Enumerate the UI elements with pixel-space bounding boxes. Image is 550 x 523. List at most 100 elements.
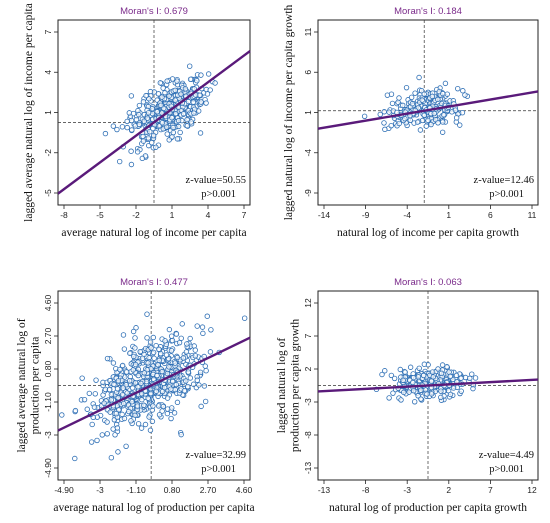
data-point [421, 91, 427, 97]
z-value-annotation: z-value=50.55 [186, 175, 246, 186]
data-point [389, 100, 396, 107]
data-point [168, 415, 174, 422]
y-tick-label: 2.70 [43, 327, 53, 344]
x-tick-label: -8 [60, 210, 68, 220]
data-point [146, 414, 152, 420]
data-point [129, 127, 135, 133]
x-tick-label: 0.80 [164, 485, 181, 495]
data-point [208, 327, 214, 333]
chart-title: Moran's I: 0.184 [394, 6, 462, 17]
y-tick-label: 6 [303, 70, 313, 75]
data-point [178, 335, 184, 341]
data-point [84, 406, 90, 412]
data-point [184, 341, 190, 347]
x-tick-label: -8 [362, 485, 370, 495]
data-point [388, 372, 395, 379]
data-point [173, 331, 180, 337]
data-point [395, 99, 401, 105]
data-point [444, 364, 450, 370]
data-point [136, 102, 143, 109]
p-value-annotation: p>0.001 [201, 189, 236, 200]
data-point [205, 71, 212, 77]
data-point [162, 90, 168, 96]
data-point [438, 388, 444, 394]
data-point [150, 334, 157, 341]
data-point [132, 335, 138, 341]
y-tick-label: -2 [43, 149, 53, 157]
data-point [192, 353, 199, 359]
data-point [212, 80, 218, 86]
data-point [156, 346, 162, 352]
data-point [417, 127, 424, 133]
data-point [172, 87, 178, 93]
data-point [120, 400, 127, 407]
data-point [91, 404, 98, 410]
panel-1: Moran's I: 0.679 -8 -5 -2 1 4 7 7 4 1 -2 -5 average … [23, 3, 251, 239]
data-point [173, 381, 179, 388]
y-tick-label: -4 [303, 149, 313, 157]
data-point [158, 102, 164, 109]
data-point [168, 333, 175, 339]
data-point [108, 397, 115, 403]
data-point [148, 345, 154, 351]
y-tick-label: -4.90 [43, 458, 53, 478]
data-point [421, 112, 427, 118]
data-point [133, 116, 140, 123]
data-point [194, 78, 200, 84]
y-tick-label: -1.10 [43, 392, 53, 412]
data-point [460, 88, 466, 94]
data-point [178, 91, 184, 97]
data-point [202, 398, 209, 405]
x-tick-label: -3 [96, 485, 104, 495]
data-point [241, 315, 248, 321]
data-point [440, 90, 446, 97]
data-point [441, 112, 447, 118]
y-tick-label: -9 [303, 189, 313, 197]
x-tick-label: 12 [527, 485, 537, 495]
data-point [120, 385, 126, 391]
data-point [418, 387, 424, 393]
data-point [423, 123, 430, 129]
data-point [452, 107, 459, 113]
data-point [119, 392, 126, 398]
x-tick-label: -4.90 [54, 485, 74, 495]
data-point [144, 311, 150, 317]
y-tick-label: 0.80 [43, 360, 53, 377]
y-tick-label: 1 [303, 110, 313, 115]
data-point [138, 380, 144, 387]
y-axis-label: lagged average natural log of income per… [23, 3, 35, 222]
data-point [204, 91, 211, 97]
data-point [166, 326, 173, 333]
data-point [172, 360, 178, 366]
data-point [386, 395, 392, 401]
x-axis-label: natural log of income per capita growth [337, 227, 519, 239]
y-tick-label: 7 [43, 29, 53, 34]
data-point [107, 386, 113, 393]
data-point [166, 93, 172, 99]
data-point [438, 370, 445, 377]
data-point [447, 391, 454, 398]
y-tick-label: 11 [303, 27, 313, 36]
y-tick-label: -5 [43, 189, 53, 197]
data-point [177, 129, 183, 136]
data-point [128, 161, 135, 168]
data-point [202, 363, 208, 369]
data-point [168, 347, 175, 354]
data-point [170, 129, 177, 136]
data-point [406, 389, 412, 395]
data-point [123, 443, 129, 450]
data-point [114, 386, 121, 392]
data-point [409, 101, 416, 107]
data-point [457, 122, 463, 128]
y-axis-label: lagged natural log of income per capita … [283, 4, 295, 220]
data-point [419, 117, 426, 124]
data-point [134, 149, 141, 155]
data-point [170, 378, 176, 385]
data-point [155, 91, 162, 97]
data-point [424, 391, 430, 397]
data-point [110, 123, 117, 129]
data-point [132, 361, 139, 368]
data-point [180, 355, 187, 361]
data-point [172, 111, 179, 117]
data-point [162, 338, 168, 344]
